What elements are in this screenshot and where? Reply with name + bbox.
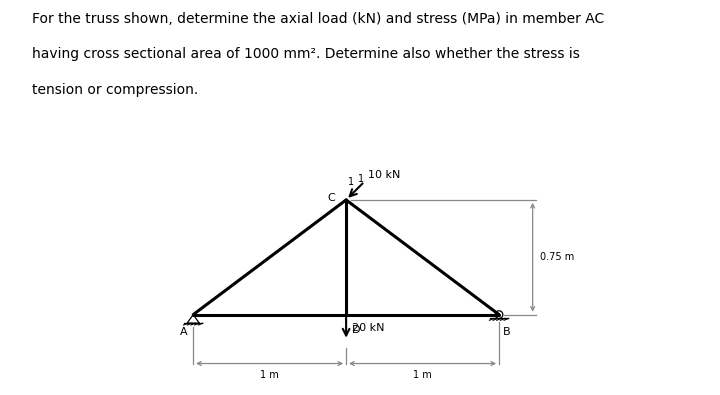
Text: 10 kN: 10 kN [367, 170, 400, 180]
Text: B: B [503, 327, 510, 337]
Text: A: A [180, 327, 188, 337]
Text: 1: 1 [348, 177, 354, 187]
Text: 0.75 m: 0.75 m [540, 252, 575, 262]
Text: 20 kN: 20 kN [352, 323, 384, 333]
Text: tension or compression.: tension or compression. [32, 83, 199, 97]
Text: C: C [328, 194, 336, 203]
Text: 1 m: 1 m [261, 370, 279, 380]
Text: For the truss shown, determine the axial load (kN) and stress (MPa) in member AC: For the truss shown, determine the axial… [32, 12, 605, 26]
Text: 1: 1 [358, 174, 364, 184]
Text: 1 m: 1 m [413, 370, 432, 380]
Text: having cross sectional area of 1000 mm². Determine also whether the stress is: having cross sectional area of 1000 mm².… [32, 47, 580, 61]
Text: D: D [352, 325, 361, 335]
